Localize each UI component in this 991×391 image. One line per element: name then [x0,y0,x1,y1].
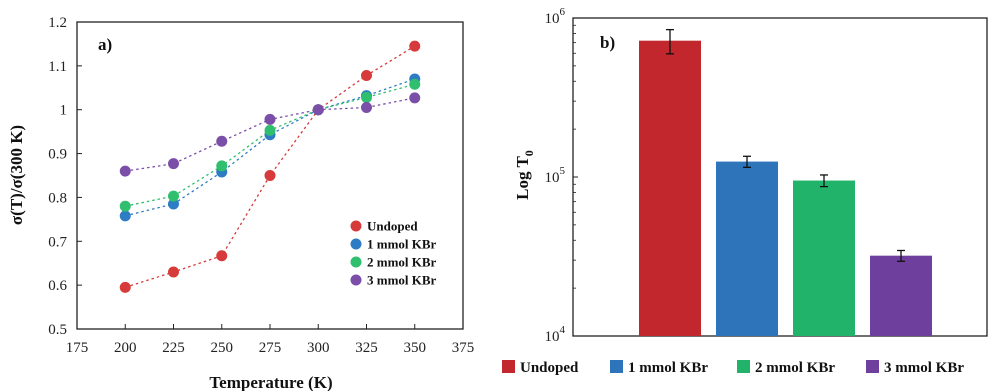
panel-a-series-points [119,40,421,293]
panel-b-legend-swatch [610,360,623,373]
panel-a-y-tick-label: 0.5 [48,322,67,338]
panel-b-legend-label: 1 mmol KBr [628,360,708,376]
panel-a-x-tick-label: 300 [307,340,330,356]
panel-a-x-tick-label: 375 [452,340,475,356]
panel-a-label: a) [98,35,112,54]
panel-b-bar [793,180,855,336]
panel-a-data-point [119,165,131,177]
panel-a-line-chart: a) 175 200 225 250 275 300 325 350 375 0.5 0.6 0.7… [7,15,474,391]
panel-b-error-bars [666,28,905,262]
panel-b-legend-label: 2 mmol KBr [755,360,835,376]
panel-b-legend-swatch [737,360,750,373]
panel-a-series-line [125,83,415,207]
panel-a-data-point [409,78,421,90]
panel-a-y-tick-label: 0.8 [48,190,67,206]
panel-a-data-point [168,198,179,210]
panel-a-data-point [312,104,324,116]
panel-b-y-tick-base: 10 [545,329,560,345]
panel-a-legend-marker [350,256,362,268]
panel-a-data-point [216,250,228,262]
panel-a-data-point [168,158,179,170]
panel-a-y-tick-label: 1.2 [48,15,67,31]
panel-a-legend: Undoped 1 mmol KBr 2 mmol KBr 3 mmol KBr [350,219,437,288]
panel-b-y-axis-label-base: Log T [513,156,532,200]
panel-b-legend: Undoped 1 mmol KBr 2 mmol KBr 3 mmol KBr [502,360,964,376]
panel-a-data-point [168,190,179,202]
panel-a-y-tick-label: 1 [60,103,68,119]
panel-a-data-point [119,200,131,212]
panel-b-y-tick-exponent: 5 [560,165,566,177]
panel-a-data-point [361,102,372,114]
panel-a-x-ticks: 175 200 225 250 275 300 325 350 375 [66,324,475,356]
panel-a-data-point [409,40,421,52]
panel-a-data-point [119,210,131,222]
panel-b-label: b) [600,33,615,52]
panel-a-y-axis-label: σ(T)/σ(300 K) [7,125,26,225]
panel-b-bar [639,40,701,336]
panel-a-legend-marker [350,238,362,250]
panel-a-data-point [361,70,372,82]
panel-a-y-tick-label: 0.7 [48,234,67,250]
panel-b-y-tick-exponent: 4 [560,324,566,336]
panel-a-x-tick-label: 350 [404,340,427,356]
panel-a-y-tick-label: 0.9 [48,147,67,163]
panel-b-bars [639,40,932,336]
panel-a-x-tick-label: 325 [355,340,378,356]
panel-b-y-tick-label: 105 [545,165,566,186]
panel-a-x-tick-label: 200 [114,340,137,356]
panel-b-legend-swatch [866,360,879,373]
panel-b-y-tick-exponent: 6 [560,6,566,18]
panel-a-x-tick-label: 225 [162,340,185,356]
panel-b-legend-label: 3 mmol KBr [884,360,964,376]
panel-a-data-point [216,135,228,147]
panel-a-data-point [361,91,372,103]
panel-b-bar [870,255,932,336]
panel-b-y-tick-label: 106 [545,6,566,27]
panel-a-data-point [264,124,276,136]
panel-a-data-point [119,281,131,293]
panel-a-legend-label: Undoped [367,219,418,234]
panel-b-legend-label: Undoped [520,360,579,376]
panel-a-data-point [264,170,276,181]
panel-a-legend-marker [350,220,362,232]
panel-a-data-point [409,92,421,104]
panel-a-legend-marker [350,274,362,286]
panel-a-x-tick-label: 275 [259,340,282,356]
panel-a-y-ticks: 0.5 0.6 0.7 0.8 0.9 1 1.1 1.2 [48,15,82,338]
panel-a-x-tick-label: 175 [66,340,89,356]
panel-a-y-tick-label: 1.1 [48,59,67,75]
panel-b-y-tick-base: 10 [545,11,560,27]
panel-b-y-tick-label: 104 [545,324,566,345]
panel-b-legend-swatch [502,360,515,373]
panel-b-y-tick-base: 10 [545,170,560,186]
panel-b-bar [716,161,778,336]
panel-b-y-axis-label-sub: 0 [522,150,536,156]
panel-a-legend-label: 3 mmol KBr [367,273,437,288]
panel-b-y-axis-label: Log T0 [513,150,536,200]
panel-a-data-point [264,113,276,125]
panel-a-data-point [216,160,228,172]
panel-a-x-tick-label: 250 [211,340,234,356]
panel-a-legend-label: 2 mmol KBr [367,255,437,270]
panel-a-y-tick-label: 0.6 [48,278,67,294]
panel-a-x-axis-label: Temperature (K) [209,373,332,391]
panel-a-data-point [168,266,179,278]
panel-a-legend-label: 1 mmol KBr [367,237,437,252]
